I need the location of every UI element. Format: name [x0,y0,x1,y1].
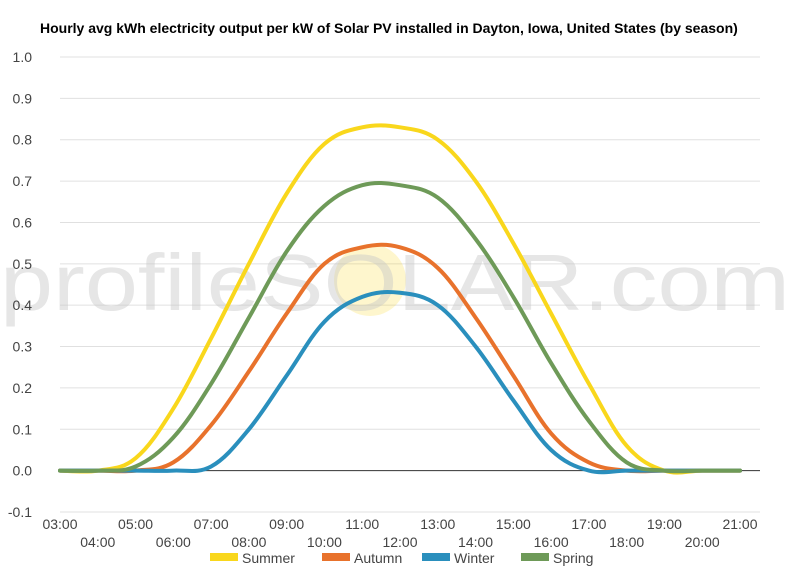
legend-label-winter: Winter [454,550,495,566]
y-tick-label: 0.4 [13,297,33,313]
x-tick-label: 11:00 [345,516,379,532]
legend-label-summer: Summer [242,550,295,566]
x-tick-label: 18:00 [609,534,644,550]
legend: Summer Autumn Winter Spring [210,550,593,566]
x-tick-label: 08:00 [231,534,266,550]
x-tick-label: 16:00 [534,534,569,550]
legend-label-autumn: Autumn [354,550,402,566]
legend-label-spring: Spring [553,550,593,566]
x-tick-label: 03:00 [42,516,77,532]
x-tick-label: 10:00 [307,534,342,550]
y-tick-label: -0.1 [8,504,32,520]
x-axis-ticks: 03:0004:0005:0006:0007:0008:0009:0010:00… [42,516,757,550]
legend-swatch-spring [521,553,549,561]
series-lines [58,123,742,475]
x-tick-label: 04:00 [80,534,115,550]
y-tick-label: 1.0 [13,49,33,65]
y-tick-label: 0.1 [13,421,33,437]
y-axis-ticks: -0.1 0.0 0.1 0.2 0.3 0.4 0.5 0.6 0.7 0.8 0.9 1.0 [8,49,32,520]
watermark-sun-icon [334,244,406,316]
y-tick-label: 0.5 [13,256,33,272]
series-line-summer [58,123,742,475]
x-tick-label: 07:00 [194,516,229,532]
x-tick-label: 09:00 [269,516,304,532]
x-tick-label: 13:00 [420,516,455,532]
x-tick-label: 05:00 [118,516,153,532]
watermark-text: profileSOLAR.com [0,238,790,327]
series-line-winter [58,290,742,475]
legend-swatch-winter [422,553,450,561]
x-tick-label: 21:00 [722,516,757,532]
y-tick-label: 0.9 [13,90,33,106]
y-tick-label: 0.3 [13,339,33,355]
x-tick-label: 06:00 [156,534,191,550]
x-tick-label: 19:00 [647,516,682,532]
watermark: profileSOLAR.com [0,238,790,327]
chart-title: Hourly avg kWh electricity output per kW… [40,20,738,36]
x-tick-label: 12:00 [382,534,417,550]
y-tick-label: 0.2 [13,380,33,396]
legend-swatch-autumn [322,553,350,561]
y-tick-label: 0.7 [13,173,33,189]
x-tick-label: 14:00 [458,534,493,550]
x-tick-label: 15:00 [496,516,531,532]
x-tick-label: 20:00 [685,534,720,550]
y-tick-label: 0.6 [13,214,33,230]
y-tick-label: 0.8 [13,132,33,148]
x-tick-label: 17:00 [571,516,606,532]
series-line-spring [58,180,742,474]
y-tick-label: 0.0 [13,463,33,479]
legend-swatch-summer [210,553,238,561]
